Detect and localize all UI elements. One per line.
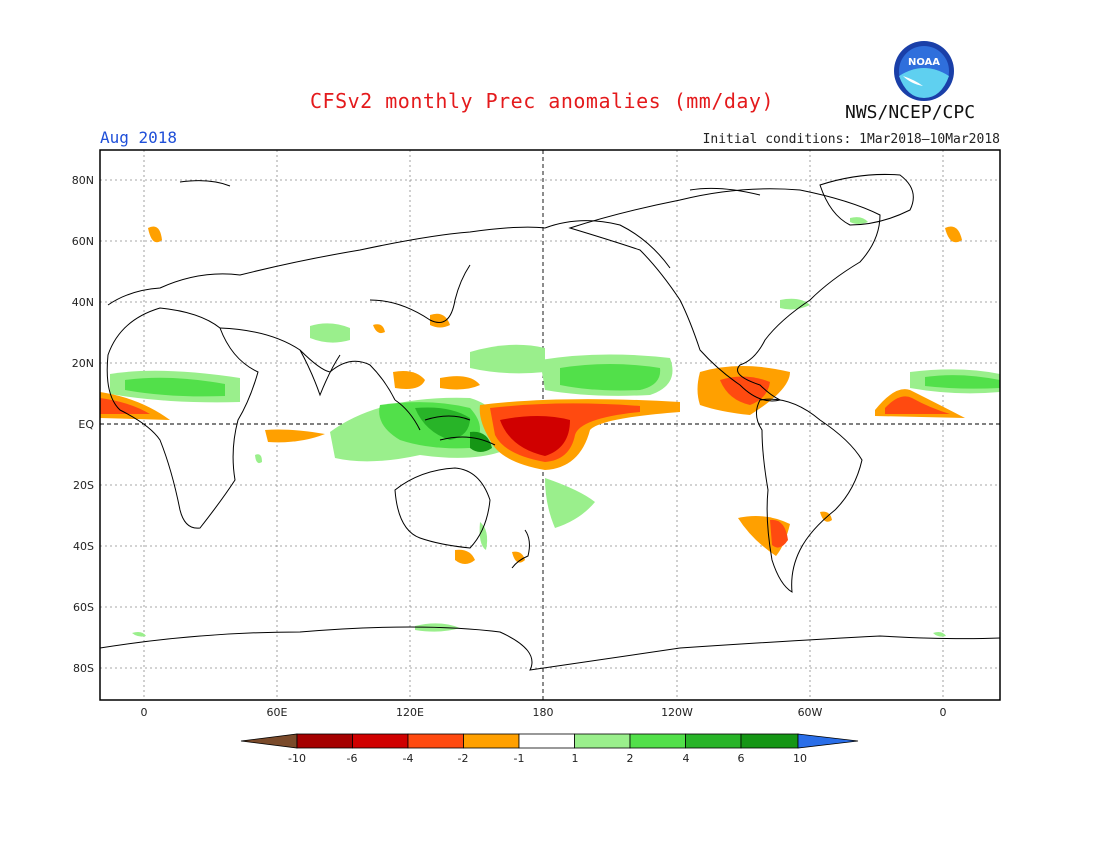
- colorbar-segment: [240, 733, 298, 749]
- colorbar-label: 1: [572, 752, 579, 765]
- colorbar-segment: [797, 733, 859, 749]
- lat-label: 80S: [73, 662, 94, 675]
- latitude-labels: 80N 60N 40N 20N EQ 20S 40S 60S 80S: [72, 174, 95, 675]
- colorbar-label: -1: [514, 752, 525, 765]
- lat-label: 40N: [72, 296, 94, 309]
- forecast-period: Aug 2018: [100, 128, 178, 147]
- colorbar-label: 4: [683, 752, 690, 765]
- lon-label: 0: [940, 706, 947, 719]
- colorbar-label: 10: [793, 752, 807, 765]
- lat-label: 20S: [73, 479, 94, 492]
- positive-anomalies: [110, 217, 1000, 637]
- colorbar-label: -10: [288, 752, 306, 765]
- lat-label: 20N: [72, 357, 94, 370]
- colorbar-segment: [518, 733, 575, 749]
- chart-title: CFSv2 monthly Prec anomalies (mm/day): [310, 89, 775, 113]
- colorbar-segment: [352, 733, 409, 749]
- colorbar-segment: [629, 733, 686, 749]
- negative-anomalies: [100, 226, 965, 564]
- lon-label: 60W: [798, 706, 823, 719]
- colorbar-label: -6: [347, 752, 358, 765]
- colorbar-segment: [740, 733, 799, 749]
- lon-label: 60E: [267, 706, 288, 719]
- noaa-logo: NOAA: [894, 41, 954, 101]
- lon-label: 120W: [661, 706, 693, 719]
- map-frame: [99, 149, 1001, 701]
- colorbar-label: 6: [738, 752, 745, 765]
- lat-label: 40S: [73, 540, 94, 553]
- colorbar-segment: [685, 733, 742, 749]
- gridlines: [100, 150, 1000, 700]
- lon-label: 120E: [396, 706, 424, 719]
- initial-conditions: Initial conditions: 1Mar2018–10Mar2018: [702, 132, 1000, 147]
- lat-label: EQ: [78, 418, 94, 431]
- colorbar-label: -2: [458, 752, 469, 765]
- coastlines: [100, 173, 1000, 671]
- lat-label: 80N: [72, 174, 94, 187]
- lat-label: 60S: [73, 601, 94, 614]
- colorbar-labels: -10 -6 -4 -2 -1 1 2 4 6 10: [288, 752, 807, 765]
- colorbar-label: 2: [627, 752, 634, 765]
- lat-label: 60N: [72, 235, 94, 248]
- colorbar: [240, 733, 859, 749]
- lon-label: 180: [533, 706, 554, 719]
- logo-text: NOAA: [908, 57, 940, 68]
- agency-label: NWS/NCEP/CPC: [845, 102, 976, 123]
- colorbar-segment: [407, 733, 464, 749]
- colorbar-segment: [296, 733, 353, 749]
- longitude-labels: 0 60E 120E 180 120W 60W 0: [141, 706, 947, 719]
- colorbar-segment: [463, 733, 520, 749]
- lon-label: 0: [141, 706, 148, 719]
- colorbar-label: -4: [403, 752, 414, 765]
- colorbar-segment: [574, 733, 631, 749]
